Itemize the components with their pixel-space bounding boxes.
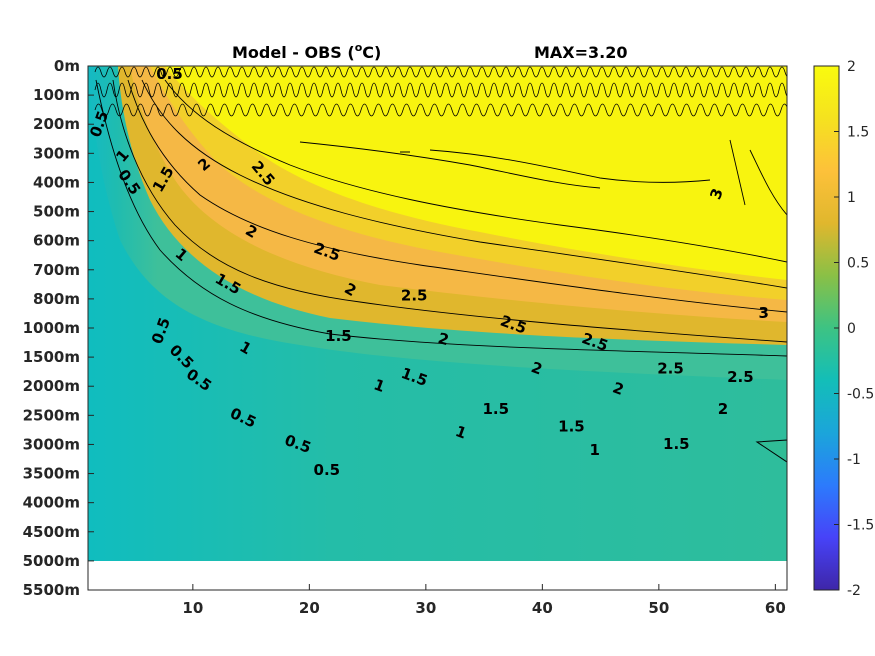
contour-label: 1 <box>590 441 600 459</box>
x-axis: 10 20 30 40 50 60 <box>182 584 786 617</box>
y-tick-label: 800m <box>33 290 80 308</box>
y-tick-label: 2000m <box>23 377 80 395</box>
y-axis: 0m 100m 200m 300m 400m 500m 600m 700m 800m 1000m 1… <box>23 57 94 599</box>
chart-title: Model - OBS (oC) <box>232 41 381 62</box>
colorbar-tick-label: -1 <box>847 452 861 468</box>
y-tick-label: 2500m <box>23 406 80 424</box>
y-tick-label: 200m <box>33 115 80 133</box>
y-tick-label: 5000m <box>23 552 80 570</box>
contour-lines <box>95 79 787 357</box>
contour-label: 1.5 <box>325 327 352 345</box>
y-tick-label: 400m <box>33 173 80 191</box>
x-tick-label: 40 <box>532 599 553 617</box>
contour-label: 2 <box>718 400 728 418</box>
colorbar-tick-label: 0 <box>847 321 856 337</box>
y-tick-label: 4000m <box>23 494 80 512</box>
y-tick-label: 5500m <box>23 581 80 599</box>
x-tick-label: 60 <box>765 599 786 617</box>
heatmap-field <box>88 66 787 561</box>
y-tick-label: 600m <box>33 232 80 250</box>
colorbar-tick-label: -1.5 <box>847 518 874 534</box>
contour-label: 2.5 <box>657 359 684 377</box>
colorbar-tick-label: 1.5 <box>847 125 869 141</box>
max-label: MAX=3.20 <box>534 43 628 62</box>
y-tick-label: 3000m <box>23 435 80 453</box>
contour-label: 2.5 <box>727 368 754 386</box>
y-tick-label: 0m <box>54 57 80 75</box>
colorbar-ticks: 2 1.5 1 0.5 0 -0.5 -1 -1.5 -2 <box>834 59 874 599</box>
y-tick-label: 500m <box>33 203 80 221</box>
y-tick-label: 1500m <box>23 348 80 366</box>
contour-label: 0.5 <box>314 461 341 479</box>
colorbar-tick-label: -0.5 <box>847 387 874 403</box>
y-tick-label: 4500m <box>23 523 80 541</box>
contour-label: 2 <box>436 329 451 349</box>
contour-label: 1.5 <box>558 417 585 435</box>
colorbar-tick-label: 0.5 <box>847 256 869 272</box>
x-tick-label: 10 <box>182 599 203 617</box>
colorbar-tick-label: -2 <box>847 583 861 599</box>
colorbar-tick-label: 1 <box>847 190 856 206</box>
y-tick-label: 300m <box>33 144 80 162</box>
contour-label: 1.5 <box>663 435 690 453</box>
x-tick-label: 30 <box>415 599 436 617</box>
x-tick-label: 20 <box>299 599 320 617</box>
y-tick-label: 100m <box>33 86 80 104</box>
contour-label: 3 <box>758 304 768 322</box>
contour-label: 0.5 <box>156 65 183 83</box>
y-tick-label: 1000m <box>23 319 80 337</box>
x-tick-label: 50 <box>648 599 669 617</box>
colorbar-tick-label: 2 <box>847 59 856 75</box>
y-tick-label: 3500m <box>23 465 80 483</box>
y-tick-label: 700m <box>33 261 80 279</box>
contour-label: 1.5 <box>482 400 509 418</box>
contour-label: 2.5 <box>401 286 428 304</box>
